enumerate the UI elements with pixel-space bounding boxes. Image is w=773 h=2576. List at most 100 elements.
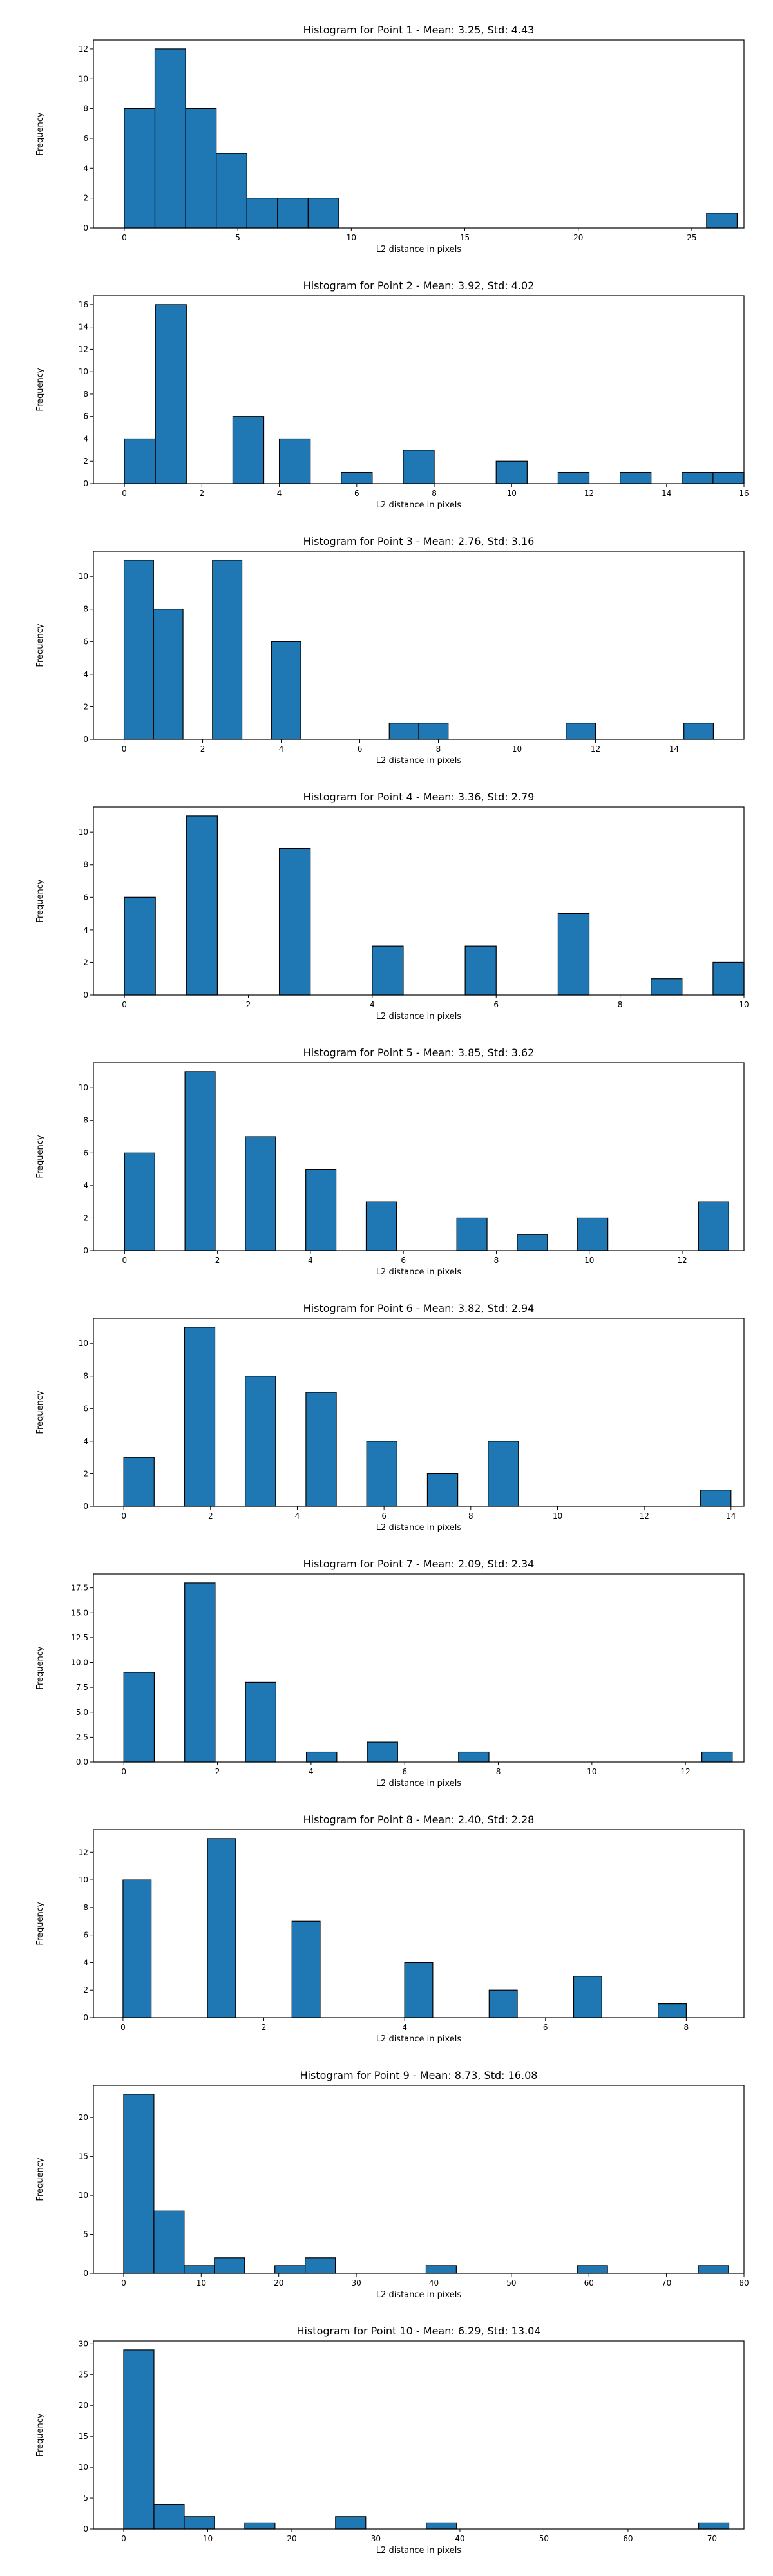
y-tick-label: 8 (83, 860, 88, 869)
x-tick-label: 16 (739, 489, 749, 498)
x-axis-label: L2 distance in pixels (376, 756, 462, 766)
x-tick-label: 0 (122, 1000, 127, 1009)
x-tick-label: 8 (494, 1256, 499, 1265)
histogram-bar (566, 723, 596, 740)
y-axis-label: Frequency (35, 1646, 45, 1689)
x-tick-label: 10 (553, 1511, 562, 1520)
histogram-bar (426, 2522, 457, 2530)
plot-frame (93, 39, 745, 229)
x-tick-label: 60 (623, 2534, 633, 2543)
y-tick-label: 8 (83, 605, 88, 614)
histogram-bar (651, 978, 683, 996)
y-tick-label: 10 (79, 2191, 88, 2200)
histogram-bar (458, 1751, 490, 1763)
y-tick-label: 17.5 (71, 1584, 88, 1593)
histogram-bar (305, 2257, 336, 2274)
y-tick-label: 8 (83, 1116, 88, 1125)
histogram-bar (335, 2516, 367, 2530)
histogram-bar (184, 2516, 215, 2530)
y-axis-label: Frequency (35, 368, 45, 411)
histogram-bar (365, 1201, 397, 1251)
y-tick-label: 10 (79, 1083, 88, 1092)
histogram-bar (577, 1217, 609, 1251)
chart-title: Histogram for Point 3 - Mean: 2.76, Std:… (303, 535, 535, 547)
histogram-bar (367, 1741, 398, 1763)
histogram-panel-5: Histogram for Point 5 - Mean: 3.85, Std:… (35, 1046, 745, 1277)
histogram-bar (277, 198, 309, 229)
x-tick-label: 12 (677, 1256, 687, 1265)
x-tick-label: 60 (584, 2278, 594, 2287)
x-tick-label: 2 (200, 744, 205, 753)
chart-title: Histogram for Point 10 - Mean: 6.29, Std… (296, 2325, 540, 2337)
histogram-bar (212, 560, 243, 740)
x-tick-label: 2 (208, 1511, 213, 1520)
x-tick-label: 4 (279, 744, 284, 753)
histogram-bar (278, 848, 311, 996)
x-tick-label: 30 (351, 2278, 361, 2287)
y-tick-label: 8 (83, 104, 88, 113)
y-tick-label: 4 (83, 1181, 88, 1190)
x-axis-label: L2 distance in pixels (376, 245, 462, 254)
y-axis-label: Frequency (35, 1902, 45, 1945)
x-tick-label: 14 (726, 1511, 736, 1520)
histogram-bar (245, 1681, 276, 1763)
x-tick-label: 40 (429, 2278, 439, 2287)
x-tick-label: 10 (584, 1256, 594, 1265)
x-axis-label: L2 distance in pixels (376, 2034, 462, 2044)
histogram-bar (517, 1234, 548, 1251)
histogram-bar (207, 1838, 236, 2018)
y-tick-label: 4 (83, 1437, 88, 1446)
x-axis-label: L2 distance in pixels (376, 1523, 462, 1533)
x-axis-label: L2 distance in pixels (376, 500, 462, 510)
y-tick-label: 0 (83, 2269, 88, 2278)
histogram-bar (123, 1457, 155, 1507)
plot-frame (93, 551, 745, 740)
histogram-panel-1: Histogram for Point 1 - Mean: 3.25, Std:… (35, 24, 745, 254)
y-tick-label: 20 (79, 2113, 88, 2122)
x-tick-label: 70 (662, 2278, 671, 2287)
y-axis-label: Frequency (35, 2157, 45, 2201)
x-tick-label: 6 (493, 1000, 499, 1009)
y-axis-label: Frequency (35, 623, 45, 667)
x-tick-label: 15 (460, 233, 470, 242)
histogram-bar (307, 198, 339, 229)
histogram-bar (185, 108, 217, 229)
y-tick-label: 0 (83, 2013, 88, 2022)
histogram-bar (573, 1976, 602, 2018)
histogram-bar (425, 2265, 457, 2274)
histogram-bar (278, 438, 311, 484)
x-tick-label: 0 (121, 2278, 126, 2287)
x-tick-label: 4 (308, 1256, 313, 1265)
histogram-bar (488, 1989, 518, 2018)
histogram-bar (246, 198, 278, 229)
histogram-bar (306, 1751, 338, 1763)
x-tick-label: 8 (684, 2023, 689, 2032)
y-tick-label: 15 (79, 2152, 88, 2161)
chart-title: Histogram for Point 1 - Mean: 3.25, Std:… (303, 24, 535, 36)
histogram-bar (153, 2210, 185, 2274)
x-tick-label: 2 (246, 1000, 251, 1009)
y-tick-label: 4 (83, 670, 88, 679)
plot-frame (93, 2340, 745, 2530)
y-tick-label: 16 (79, 300, 88, 309)
y-tick-label: 25 (79, 2370, 88, 2379)
x-tick-label: 20 (573, 233, 583, 242)
x-tick-label: 0 (121, 2534, 126, 2543)
histogram-bar (186, 815, 218, 996)
y-tick-label: 14 (79, 323, 88, 332)
x-tick-label: 12 (591, 744, 600, 753)
histogram-bar (698, 2265, 729, 2274)
x-tick-label: 8 (432, 489, 437, 498)
x-tick-label: 80 (739, 2278, 749, 2287)
chart-title: Histogram for Point 7 - Mean: 2.09, Std:… (303, 1558, 535, 1570)
histogram-bar (366, 1441, 397, 1507)
x-tick-label: 20 (274, 2278, 283, 2287)
plot-frame (93, 1318, 745, 1507)
y-tick-label: 6 (83, 134, 88, 143)
histogram-bar (404, 1962, 434, 2018)
y-tick-label: 10.0 (71, 1658, 88, 1667)
y-tick-label: 10 (79, 2463, 88, 2472)
y-tick-label: 2.5 (76, 1732, 88, 1741)
y-tick-label: 5 (83, 2494, 88, 2503)
x-tick-label: 8 (496, 1767, 501, 1776)
